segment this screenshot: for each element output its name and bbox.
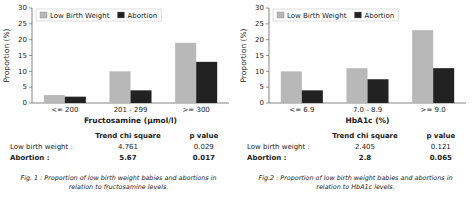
bar	[281, 71, 302, 103]
y-tick	[29, 55, 32, 56]
y-tick	[29, 71, 32, 72]
panel: 0 5 10 15 20 25 30 <= 6.9 7.0 - 8.9 >= 9.0 HbA1c (…	[239, 4, 466, 125]
table-row-label: Low birth weight :	[10, 143, 73, 151]
bar	[433, 68, 454, 103]
y-tick	[29, 39, 32, 40]
legend-swatch	[354, 12, 361, 18]
y-tick-label: 20	[255, 36, 264, 44]
y-tick	[29, 87, 32, 88]
bar	[412, 30, 433, 103]
x-tick-label: <= 6.9	[289, 106, 314, 114]
legend-swatch	[277, 12, 284, 18]
figure: 0 5 10 15 20 25 30 <= 200 201 - 299 >= 300 Fructos…	[0, 0, 474, 214]
table-cell: 2.8	[359, 154, 372, 162]
y-tick	[266, 8, 269, 9]
y-axis-label: Proportion (%)	[2, 28, 11, 82]
legend-label: Abortion	[364, 12, 394, 20]
caption: Fig.2 : Proportion of low birth weight b…	[259, 174, 453, 191]
y-tick-label: 25	[18, 20, 27, 28]
x-axis-label: HbA1c (%)	[345, 116, 389, 125]
y-tick-label: 0	[260, 99, 264, 107]
bar	[346, 68, 367, 103]
legend: Low Birth Weight Abortion	[36, 9, 161, 21]
y-tick-label: 30	[255, 4, 264, 12]
panel: 0 5 10 15 20 25 30 <= 200 201 - 299 >= 300 Fructos…	[2, 4, 229, 125]
table-cell: 0.121	[431, 143, 451, 151]
y-tick-label: 5	[23, 83, 27, 91]
bar	[196, 62, 217, 103]
legend-item: Low Birth Weight	[40, 12, 110, 20]
legend-swatch	[117, 12, 124, 18]
y-tick-label: 30	[18, 4, 27, 12]
y-tick-label: 25	[255, 20, 264, 28]
x-tick-label: >= 9.0	[421, 106, 446, 114]
legend-item: Low Birth Weight	[277, 12, 347, 20]
y-tick	[266, 39, 269, 40]
legend-item: Abortion	[117, 12, 157, 20]
y-tick	[29, 8, 32, 9]
legend-label: Low Birth Weight	[287, 12, 347, 20]
y-tick-label: 0	[23, 99, 27, 107]
table-header: Trend chi square	[332, 132, 398, 140]
table-header: p value	[426, 132, 455, 140]
bars	[281, 30, 454, 103]
y-tick	[266, 103, 269, 104]
y-axis	[269, 8, 270, 103]
bar	[302, 90, 323, 103]
legend-label: Abortion	[127, 12, 157, 20]
table-row-label: Abortion :	[10, 154, 50, 162]
legend-frame	[36, 9, 161, 21]
table-cell: 0.065	[430, 154, 452, 162]
bar	[131, 90, 152, 103]
bar	[65, 97, 86, 103]
table: Trend chi square p value Low birth weight …	[10, 132, 218, 162]
y-tick	[29, 103, 32, 104]
y-tick	[266, 87, 269, 88]
y-tick-label: 20	[18, 36, 27, 44]
y-tick	[266, 23, 269, 24]
table-header: Trend chi square	[95, 132, 161, 140]
legend-frame	[273, 9, 398, 21]
y-tick-label: 10	[18, 68, 27, 76]
x-tick-label: >= 300	[183, 106, 210, 114]
legend-label: Low Birth Weight	[50, 12, 110, 20]
x-axis-label: Fructosamine (μmol/l)	[84, 116, 177, 125]
y-tick-label: 10	[255, 68, 264, 76]
legend: Low Birth Weight Abortion	[273, 9, 398, 21]
bar	[44, 95, 65, 103]
table: Trend chi square p value Low birth weight …	[247, 132, 455, 162]
y-tick-label: 15	[255, 52, 264, 60]
table-cell: 4.761	[118, 143, 138, 151]
bar	[175, 43, 196, 103]
y-tick	[266, 71, 269, 72]
table-cell: 0.017	[193, 154, 215, 162]
y-tick	[29, 23, 32, 24]
bar	[109, 71, 130, 103]
x-tick-label: 7.0 - 8.9	[353, 106, 382, 114]
table-row-label: Low birth weight :	[247, 143, 310, 151]
table-row-label: Abortion :	[247, 154, 287, 162]
bars	[44, 43, 217, 103]
y-tick-label: 5	[260, 83, 264, 91]
legend-swatch	[40, 12, 47, 18]
y-axis-label: Proportion (%)	[239, 28, 248, 82]
y-axis	[32, 8, 33, 103]
legend-item: Abortion	[354, 12, 394, 20]
y-tick	[266, 55, 269, 56]
table-header: p value	[189, 132, 218, 140]
caption: Fig. 1 : Proportion of low birth weight …	[21, 174, 217, 191]
x-tick-label: 201 - 299	[114, 106, 148, 114]
bar	[368, 79, 389, 103]
table-cell: 0.029	[194, 143, 214, 151]
x-tick-label: <= 200	[51, 106, 78, 114]
table-cell: 2.405	[355, 143, 375, 151]
y-tick-label: 15	[18, 52, 27, 60]
table-cell: 5.67	[119, 154, 136, 162]
